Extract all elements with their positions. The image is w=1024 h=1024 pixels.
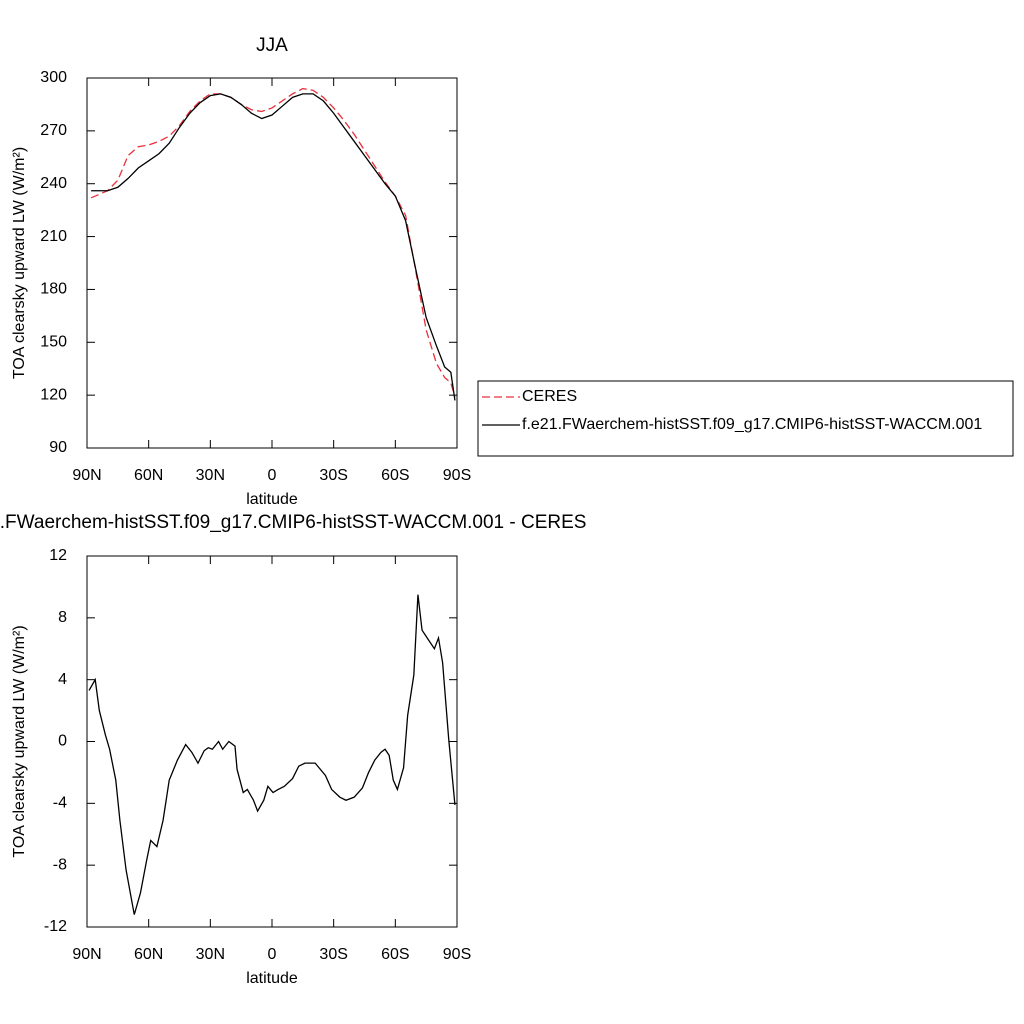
y-tick-label: 4	[58, 671, 67, 688]
x-tick-label: 0	[268, 946, 277, 963]
y-tick-label: 210	[40, 228, 67, 245]
y-axis-label: TOA clearsky upward LW (W/m²)	[11, 147, 28, 379]
y-tick-label: 180	[40, 281, 67, 298]
y-tick-label: 300	[40, 69, 67, 86]
y-tick-label: 12	[49, 547, 67, 564]
x-tick-label: 30N	[196, 946, 225, 963]
y-tick-label: 90	[49, 439, 67, 456]
x-tick-label: 90S	[443, 946, 471, 963]
y-tick-label: 150	[40, 334, 67, 351]
chart-title: f.e21.FWaerchem-histSST.f09_g17.CMIP6-hi…	[0, 512, 586, 533]
x-tick-label: 60S	[381, 946, 409, 963]
x-tick-label: 0	[268, 467, 277, 484]
legend-box	[477, 380, 1014, 457]
x-tick-label: 90N	[72, 467, 101, 484]
y-axis-label: TOA clearsky upward LW (W/m²)	[11, 625, 28, 857]
x-tick-label: 90N	[72, 946, 101, 963]
legend-label: CERES	[522, 388, 577, 405]
plot-frame	[86, 77, 458, 449]
y-tick-label: 270	[40, 122, 67, 139]
y-tick-label: 8	[58, 609, 67, 626]
x-tick-label: 60N	[134, 467, 163, 484]
x-tick-label: 30S	[319, 467, 347, 484]
y-tick-label: 0	[58, 733, 67, 750]
y-tick-label: -12	[44, 918, 67, 935]
data-line	[91, 93, 456, 401]
x-tick-label: 60N	[134, 946, 163, 963]
data-line	[88, 594, 456, 915]
plot-frame	[86, 555, 458, 928]
x-tick-label: 90S	[443, 467, 471, 484]
x-axis-label: latitude	[246, 970, 298, 987]
y-tick-label: 120	[40, 386, 67, 403]
legend-label: f.e21.FWaerchem-histSST.f09_g17.CMIP6-hi…	[522, 416, 982, 433]
chart-title: JJA	[256, 35, 288, 56]
y-tick-label: 240	[40, 175, 67, 192]
x-tick-label: 60S	[381, 467, 409, 484]
x-tick-label: 30S	[319, 946, 347, 963]
x-axis-label: latitude	[246, 491, 298, 508]
data-line	[90, 87, 456, 398]
y-tick-label: -4	[53, 795, 67, 812]
y-tick-label: -8	[53, 856, 67, 873]
x-tick-label: 30N	[196, 467, 225, 484]
